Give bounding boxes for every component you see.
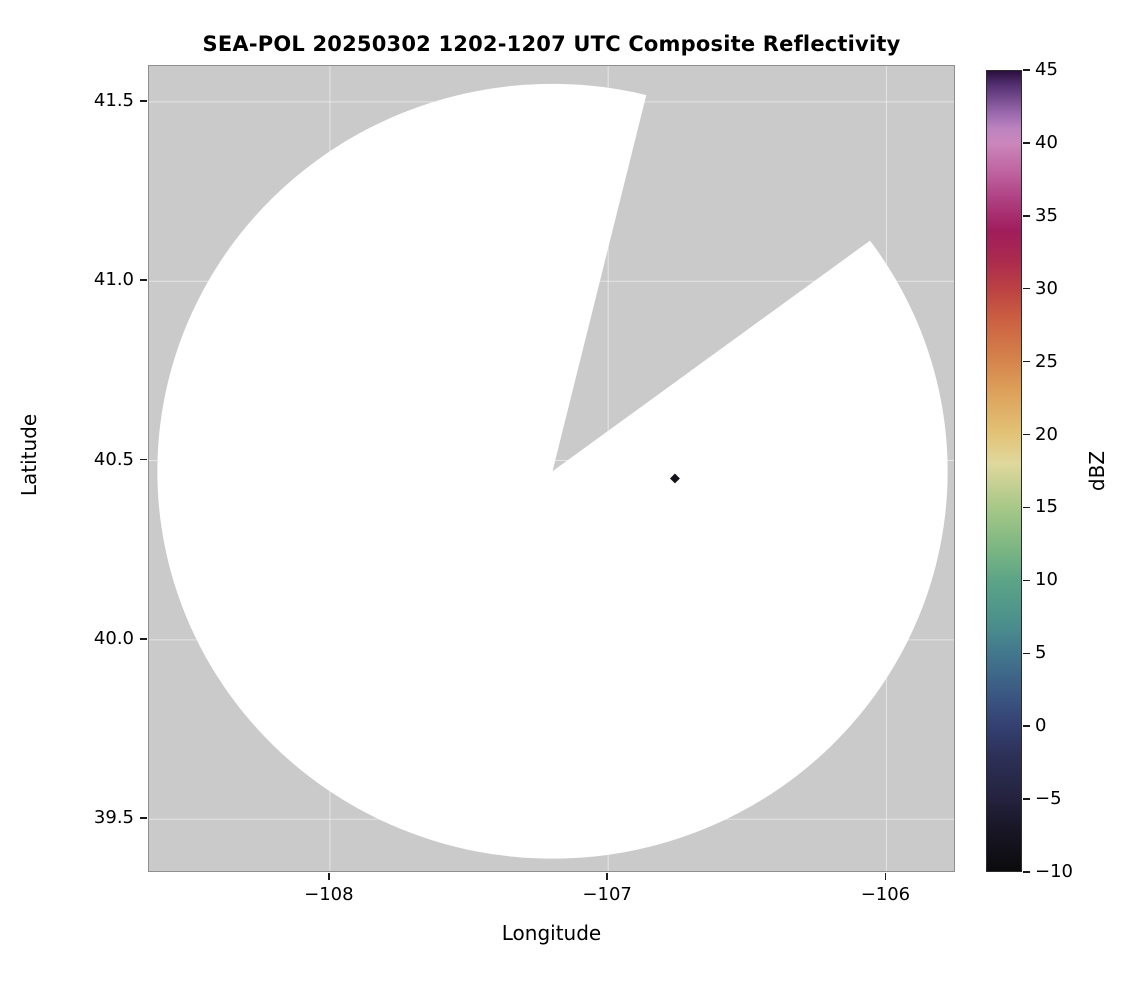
colorbar-tick-label: 20 bbox=[1035, 423, 1058, 445]
colorbar-tick bbox=[1023, 433, 1030, 436]
x-tick bbox=[606, 873, 608, 880]
colorbar-tick bbox=[1023, 652, 1030, 655]
x-tick-label: −108 bbox=[304, 884, 354, 905]
colorbar-tick-label: 0 bbox=[1035, 715, 1047, 737]
colorbar-tick-label: 25 bbox=[1035, 350, 1058, 372]
colorbar-tick bbox=[1023, 360, 1030, 363]
colorbar-tick bbox=[1023, 69, 1030, 71]
y-tick-label: 40.0 bbox=[93, 627, 134, 649]
x-tick-label: −107 bbox=[582, 884, 632, 905]
x-tick bbox=[884, 873, 887, 880]
chart-title: SEA-POL 20250302 1202-1207 UTC Composite… bbox=[202, 32, 901, 56]
colorbar-tick-label: 5 bbox=[1035, 642, 1047, 664]
colorbar-tick-label: 15 bbox=[1035, 496, 1058, 518]
radar-coverage-plot bbox=[149, 66, 954, 871]
colorbar-tick bbox=[1023, 215, 1030, 217]
plot-area bbox=[148, 65, 955, 872]
colorbar-tick-label: −10 bbox=[1035, 861, 1073, 882]
colorbar-tick-label: 10 bbox=[1035, 569, 1058, 591]
colorbar-tick bbox=[1023, 287, 1030, 290]
colorbar-tick bbox=[1023, 871, 1030, 873]
y-axis-label: Latitude bbox=[17, 413, 41, 497]
colorbar-tick-label: 45 bbox=[1035, 59, 1058, 80]
colorbar-tick-label: 35 bbox=[1035, 204, 1058, 226]
colorbar-tick-label: 30 bbox=[1035, 277, 1058, 299]
y-tick-label: 41.5 bbox=[93, 89, 134, 111]
colorbar-gradient bbox=[986, 70, 1022, 872]
y-tick bbox=[140, 100, 147, 102]
y-tick-label: 39.5 bbox=[93, 807, 134, 829]
y-tick bbox=[140, 279, 147, 281]
y-tick bbox=[140, 817, 147, 819]
blocked-sector-wedge bbox=[552, 66, 954, 472]
colorbar-tick bbox=[1023, 506, 1030, 509]
x-tick bbox=[328, 873, 330, 880]
x-tick-label: −106 bbox=[860, 884, 911, 905]
y-tick bbox=[140, 638, 147, 640]
y-tick-label: 40.5 bbox=[93, 448, 134, 470]
x-axis-label: Longitude bbox=[501, 921, 602, 945]
colorbar-tick bbox=[1023, 798, 1030, 800]
colorbar-tick bbox=[1023, 725, 1030, 727]
y-tick-label: 41.0 bbox=[93, 269, 134, 291]
colorbar-tick-label: 40 bbox=[1035, 131, 1058, 153]
colorbar-tick bbox=[1023, 142, 1030, 144]
y-tick bbox=[140, 458, 147, 461]
colorbar-tick-label: −5 bbox=[1035, 788, 1062, 810]
colorbar-label: dBZ bbox=[1085, 450, 1109, 492]
colorbar-tick bbox=[1023, 579, 1030, 582]
echo-marker bbox=[669, 473, 680, 484]
